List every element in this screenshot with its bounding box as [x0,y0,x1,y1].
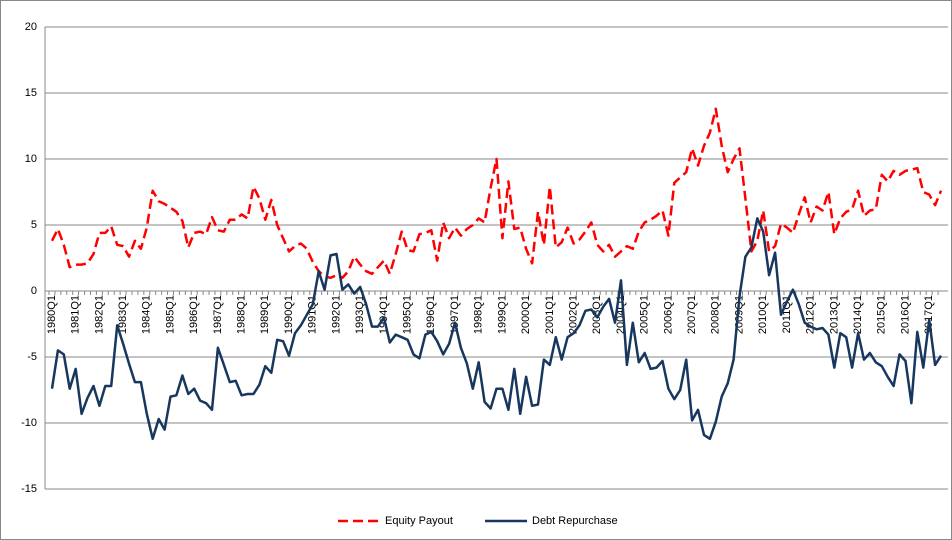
x-tick-label: 2001Q1 [544,295,556,334]
y-tick-label: -5 [27,351,37,363]
y-tick-label: 0 [31,285,37,297]
x-tick-label: 1989Q1 [259,295,271,334]
x-tick-label: 1999Q1 [496,295,508,334]
x-tick-label: 2000Q1 [520,295,532,334]
x-tick-label: 1994Q1 [378,295,390,334]
y-tick-label: 5 [31,219,37,231]
x-tick-label: 2017Q1 [923,295,935,334]
x-tick-label: 1988Q1 [236,295,248,334]
legend-label: Equity Payout [385,515,453,527]
x-tick-label: 1997Q1 [449,295,461,334]
x-tick-label: 1995Q1 [401,295,413,334]
x-tick-label: 1983Q1 [117,295,129,334]
x-tick-label: 1998Q1 [473,295,485,334]
x-tick-label: 2002Q1 [567,295,579,334]
series-line [50,217,943,441]
x-tick-label: 2008Q1 [710,295,722,334]
y-tick-label: 20 [25,21,37,33]
y-tick-label: -10 [21,417,37,429]
y-tick-label: 10 [25,153,37,165]
x-tick-label: 1992Q1 [330,295,342,334]
x-tick-label: 2015Q1 [876,295,888,334]
x-tick-label: 2005Q1 [639,295,651,334]
y-tick-label: -15 [21,483,37,495]
x-tick-label: 2014Q1 [852,295,864,334]
legend-label: Debt Repurchase [532,515,618,527]
x-tick-label: 2010Q1 [757,295,769,334]
x-tick-label: 1980Q1 [46,295,58,334]
x-tick-label: 2013Q1 [828,295,840,334]
x-tick-label: 1984Q1 [141,295,153,334]
x-tick-label: 2016Q1 [899,295,911,334]
x-tick-label: 2006Q1 [662,295,674,334]
x-tick-label: 1985Q1 [164,295,176,334]
x-tick-label: 1990Q1 [283,295,295,334]
x-tick-label: 1991Q1 [307,295,319,334]
x-tick-label: 1986Q1 [188,295,200,334]
x-tick-label: 2011Q1 [781,295,793,333]
x-tick-label: 1987Q1 [212,295,224,334]
x-tick-label: 2003Q1 [591,295,603,334]
series-line [50,107,943,280]
x-tick-label: 2007Q1 [686,295,698,334]
x-tick-label: 1993Q1 [354,295,366,334]
x-tick-label: 1981Q1 [70,295,82,334]
x-tick-label: 1982Q1 [93,295,105,334]
x-tick-label: 1996Q1 [425,295,437,334]
y-tick-label: 15 [25,87,37,99]
